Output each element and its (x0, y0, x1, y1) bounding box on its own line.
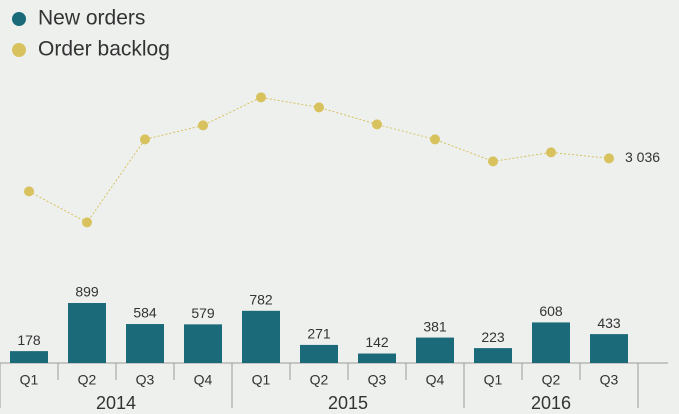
legend-marker (12, 43, 26, 57)
x-tick-label: Q3 (136, 372, 155, 388)
line (28, 96, 610, 224)
bar (126, 324, 164, 363)
point (488, 156, 498, 167)
bar (10, 351, 48, 363)
data-label: 579 (191, 305, 215, 321)
year-label: 2014 (96, 393, 136, 413)
data-label: 899 (75, 284, 99, 300)
x-tick-label: Q2 (78, 372, 97, 388)
point (372, 119, 382, 130)
bar (300, 344, 338, 363)
data-label: 381 (423, 318, 447, 334)
bar (416, 337, 454, 363)
data-label: 782 (249, 292, 273, 308)
x-tick-label: Q3 (368, 372, 387, 388)
point (604, 153, 614, 164)
data-label: 608 (539, 303, 563, 319)
legend-label: Order backlog (38, 38, 170, 61)
data-label: 178 (17, 332, 41, 348)
bar (474, 348, 512, 363)
point (546, 147, 556, 158)
point (256, 92, 266, 103)
bar (590, 334, 628, 363)
x-tick-label: Q2 (310, 372, 329, 388)
x-tick-label: Q3 (600, 372, 619, 388)
data-label: 223 (481, 329, 505, 345)
year-label: 2016 (531, 393, 571, 413)
point (82, 217, 92, 228)
x-tick-label: Q1 (252, 372, 271, 388)
point (314, 102, 324, 113)
legend-label: New orders (38, 7, 145, 30)
data-label: 3 036 (625, 149, 660, 165)
data-label: 271 (307, 326, 331, 342)
data-label: 433 (597, 315, 621, 331)
bar (532, 322, 570, 363)
bar (242, 310, 280, 363)
point (198, 120, 208, 131)
bar (184, 324, 222, 363)
x-tick-label: Q4 (194, 372, 213, 388)
x-tick-label: Q2 (542, 372, 561, 388)
point (430, 134, 440, 145)
data-label: 584 (133, 305, 157, 321)
legend-marker (12, 12, 26, 26)
x-tick-label: Q4 (426, 372, 445, 388)
x-tick-label: Q1 (484, 372, 503, 388)
bar (358, 353, 396, 363)
year-label: 2015 (328, 393, 368, 413)
point (140, 134, 150, 145)
x-tick-label: Q1 (20, 372, 39, 388)
point (24, 186, 34, 197)
data-label: 142 (365, 334, 389, 350)
bar (68, 303, 106, 363)
